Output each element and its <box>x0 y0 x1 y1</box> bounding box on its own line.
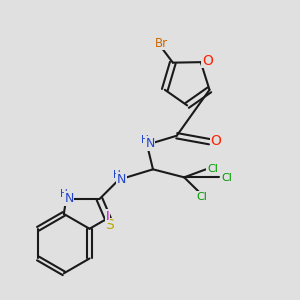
Text: Cl: Cl <box>196 192 208 202</box>
Text: N: N <box>64 192 74 205</box>
Text: H: H <box>141 135 148 145</box>
Text: N: N <box>145 137 155 150</box>
Text: I: I <box>105 210 109 223</box>
Text: O: O <box>202 54 213 68</box>
Text: Cl: Cl <box>221 173 232 183</box>
Text: N: N <box>117 172 127 186</box>
Text: Br: Br <box>155 37 168 50</box>
Text: Cl: Cl <box>207 164 218 174</box>
Text: H: H <box>112 170 120 180</box>
Text: H: H <box>60 189 68 199</box>
Text: S: S <box>106 218 114 232</box>
Text: O: O <box>211 134 221 148</box>
